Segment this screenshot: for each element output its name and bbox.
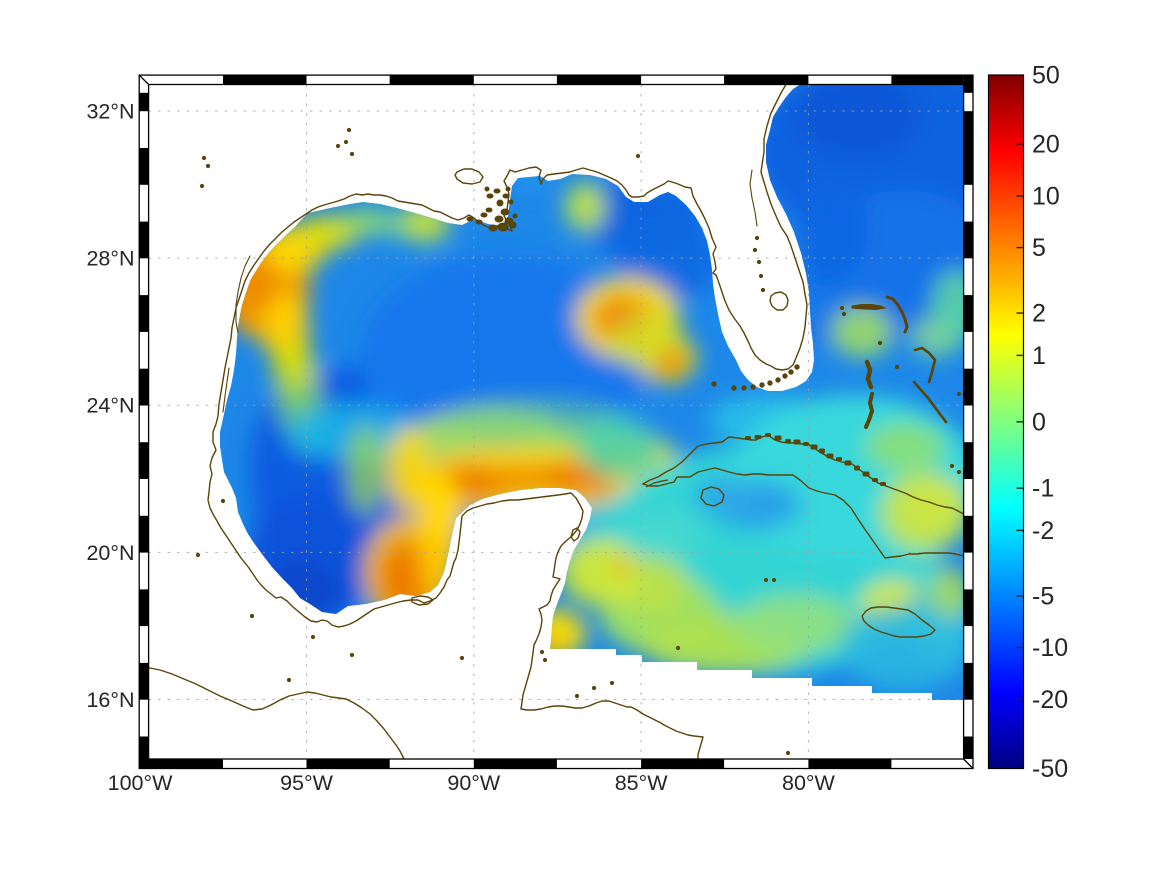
svg-text:-5: -5 — [1032, 582, 1054, 610]
svg-text:50: 50 — [1032, 62, 1060, 90]
svg-text:5: 5 — [1032, 234, 1046, 262]
svg-text:85°W: 85°W — [615, 771, 669, 795]
svg-text:-50: -50 — [1032, 755, 1068, 783]
svg-text:32°N: 32°N — [86, 100, 134, 124]
svg-text:24°N: 24°N — [86, 394, 134, 418]
svg-text:20°N: 20°N — [86, 541, 134, 565]
svg-text:0: 0 — [1032, 408, 1046, 436]
svg-text:20: 20 — [1032, 131, 1060, 159]
svg-text:-20: -20 — [1032, 686, 1068, 714]
svg-text:1: 1 — [1032, 342, 1046, 370]
svg-text:-2: -2 — [1032, 517, 1054, 545]
svg-text:2: 2 — [1032, 300, 1046, 328]
svg-text:16°N: 16°N — [86, 688, 134, 712]
svg-text:10: 10 — [1032, 183, 1060, 211]
svg-text:28°N: 28°N — [86, 247, 134, 271]
svg-text:-1: -1 — [1032, 475, 1054, 503]
svg-text:-10: -10 — [1032, 634, 1068, 662]
svg-text:100°W: 100°W — [108, 771, 173, 795]
svg-text:80°W: 80°W — [782, 771, 836, 795]
svg-text:90°W: 90°W — [447, 771, 501, 795]
svg-text:95°W: 95°W — [280, 771, 334, 795]
